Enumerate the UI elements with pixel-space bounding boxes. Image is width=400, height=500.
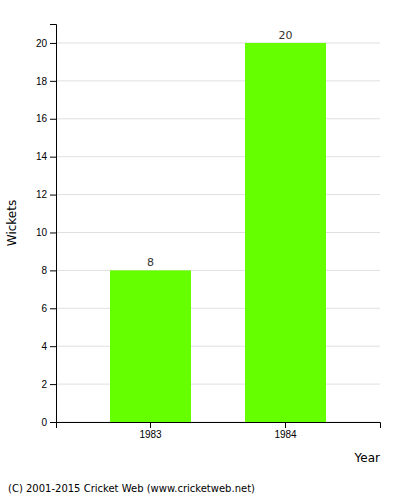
plot-area: 0 2 4 6 8 10 12 14 16 18 20 1983 1984 8 20 (36, 25, 381, 441)
y-axis: 0 2 4 6 8 10 12 14 16 18 20 (36, 25, 57, 428)
grid (56, 43, 380, 422)
chart-svg: 0 2 4 6 8 10 12 14 16 18 20 1983 1984 8 20 Wickets Year (… (0, 0, 400, 500)
y-tick-mark (50, 384, 56, 385)
grid-line (56, 232, 380, 233)
y-tick-label: 0 (41, 417, 47, 428)
y-tick-mark (50, 308, 56, 309)
y-tick: 4 (41, 341, 56, 352)
x-tick-label: 1984 (274, 429, 297, 440)
y-tick-label: 2 (41, 379, 47, 390)
y-tick: 8 (41, 265, 56, 276)
x-axis-line (57, 423, 381, 429)
y-tick: 10 (36, 227, 56, 238)
grid-line (56, 80, 380, 81)
x-tick: 1984 (274, 422, 297, 440)
x-tick-mark (150, 422, 151, 428)
y-tick: 18 (36, 76, 56, 87)
grid-line (56, 118, 380, 119)
y-axis-title: Wickets (5, 200, 19, 246)
y-tick: 6 (41, 303, 56, 314)
x-tick-mark (285, 422, 286, 428)
y-tick-mark (50, 43, 56, 44)
grid-line (56, 346, 380, 347)
data-labels: 8 20 (147, 29, 293, 269)
y-tick-mark (50, 81, 56, 82)
y-tick-mark (50, 270, 56, 271)
y-tick: 16 (36, 113, 56, 124)
y-tick-label: 16 (36, 113, 48, 124)
x-axis-title: Year (354, 451, 380, 465)
grid-line (56, 194, 380, 195)
y-tick-label: 4 (41, 341, 47, 352)
y-tick: 12 (36, 189, 56, 200)
y-tick-mark (50, 422, 56, 423)
grid-line (56, 42, 380, 43)
y-tick: 0 (41, 417, 56, 428)
y-tick-label: 20 (36, 38, 48, 49)
y-tick-label: 18 (36, 76, 48, 87)
x-axis: 1983 1984 (57, 422, 381, 440)
bars (110, 43, 326, 422)
y-tick-label: 8 (41, 265, 47, 276)
grid-line (56, 270, 380, 271)
y-tick-mark (50, 232, 56, 233)
y-tick-label: 6 (41, 303, 47, 314)
data-label: 20 (279, 29, 293, 42)
chart-container: 0 2 4 6 8 10 12 14 16 18 20 1983 1984 8 20 Wickets Year (… (0, 0, 400, 500)
y-tick: 20 (36, 38, 56, 49)
y-tick-mark (50, 195, 56, 196)
y-axis-line (50, 25, 57, 423)
footer: (C) 2001-2015 Cricket Web (www.cricketwe… (8, 483, 255, 494)
y-tick: 14 (36, 151, 56, 162)
data-label: 8 (147, 256, 154, 269)
grid-line (56, 384, 380, 385)
y-tick-label: 14 (36, 151, 48, 162)
x-tick: 1983 (139, 422, 162, 440)
bar (110, 270, 191, 422)
grid-line (56, 308, 380, 309)
y-tick-mark (50, 119, 56, 120)
x-tick-label: 1983 (139, 429, 162, 440)
y-tick-mark (50, 346, 56, 347)
bar (245, 43, 326, 422)
y-tick: 2 (41, 379, 56, 390)
y-tick-label: 10 (36, 227, 48, 238)
y-tick-mark (50, 157, 56, 158)
grid-line (56, 156, 380, 157)
y-tick-label: 12 (36, 189, 48, 200)
